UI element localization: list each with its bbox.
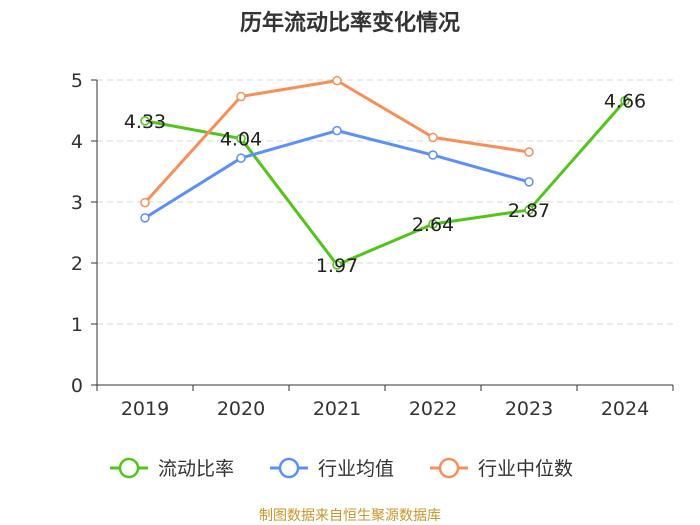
y-tick-label: 3 <box>71 192 83 214</box>
data-label: 2.87 <box>508 200 550 222</box>
series-group <box>140 75 630 270</box>
x-tick-label: 2019 <box>121 398 169 420</box>
data-label: 1.97 <box>316 255 358 277</box>
point-marker <box>524 205 534 215</box>
x-tick-label: 2023 <box>505 398 553 420</box>
x-tick-label: 2020 <box>217 398 265 420</box>
y-tick-label: 0 <box>71 375 83 397</box>
point-marker <box>140 116 150 126</box>
legend-label: 行业均值 <box>318 458 394 480</box>
point-marker <box>620 95 630 106</box>
legend-label: 流动比率 <box>158 458 234 480</box>
point-marker <box>236 91 246 102</box>
point-marker <box>428 219 438 229</box>
legend-marker-icon <box>118 457 140 479</box>
legend-item-0[interactable]: 流动比率 <box>110 457 234 480</box>
x-tick-label: 2021 <box>313 398 361 420</box>
point-marker <box>140 197 150 208</box>
point-marker <box>524 177 534 187</box>
source-note: 制图数据来自恒生聚源数据库 <box>259 508 441 524</box>
axes: 0 1 2 3 4 5 2019 2020 2021 2022 2023 2024 <box>71 70 674 420</box>
point-marker <box>428 132 438 143</box>
point-marker <box>236 133 246 144</box>
point-marker <box>332 260 342 270</box>
series-line-2 <box>143 79 530 204</box>
data-label: 4.33 <box>124 111 166 133</box>
data-label: 2.64 <box>412 214 454 236</box>
legend-marker-icon <box>278 457 300 479</box>
series-line-0 <box>144 99 627 267</box>
chart-title: 历年流动比率变化情况 <box>240 10 460 36</box>
point-marker <box>332 125 342 136</box>
grid <box>97 79 673 325</box>
y-tick-label: 4 <box>71 131 83 153</box>
point-marker <box>140 213 150 223</box>
legend-item-2[interactable]: 行业中位数 <box>430 457 573 480</box>
y-tick-label: 1 <box>71 314 83 336</box>
data-label: 4.66 <box>604 91 646 113</box>
point-marker <box>236 153 246 163</box>
x-tick-label: 2024 <box>601 398 649 420</box>
legend[interactable]: 流动比率 行业均值 行业中位数 <box>110 457 573 480</box>
x-tick-label: 2022 <box>409 398 457 420</box>
point-marker <box>332 75 342 86</box>
y-tick-label: 5 <box>71 70 83 92</box>
point-marker <box>524 147 534 157</box>
data-label: 4.04 <box>220 129 262 151</box>
legend-label: 行业中位数 <box>478 458 573 480</box>
point-marker <box>428 150 438 160</box>
data-labels: 4.33 4.04 1.97 2.64 2.87 4.66 <box>124 91 646 277</box>
legend-item-1[interactable]: 行业均值 <box>270 457 394 480</box>
y-tick-label: 2 <box>71 253 83 275</box>
legend-marker-icon <box>438 457 460 479</box>
